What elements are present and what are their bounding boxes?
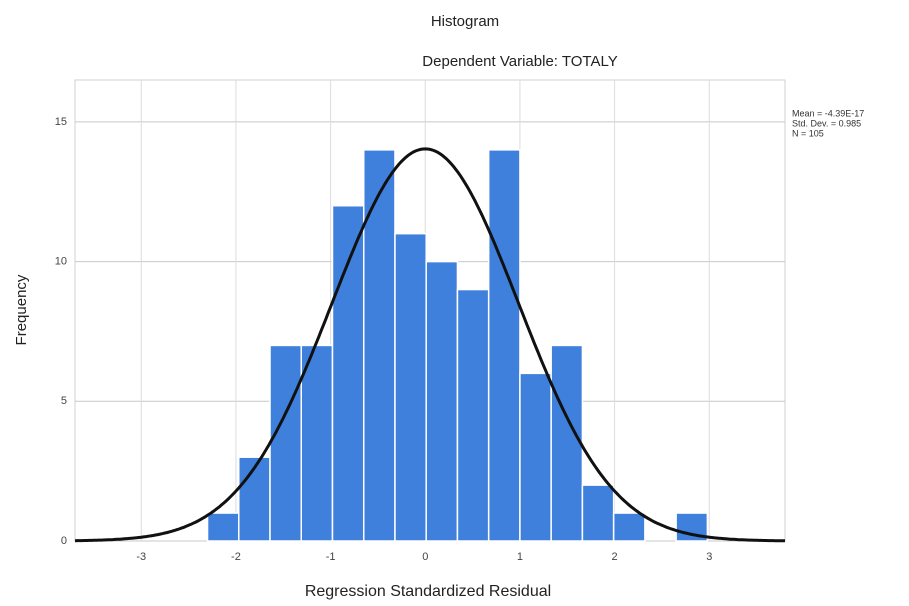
x-axis-label: Regression Standardized Residual (305, 583, 551, 600)
y-tick-label: 10 (55, 256, 67, 268)
x-tick-label: 0 (422, 551, 428, 563)
bar (362, 149, 396, 542)
bar (300, 344, 334, 542)
y-tick-label: 5 (61, 395, 67, 407)
bar (269, 344, 303, 542)
bar (581, 484, 615, 542)
chart-subtitle: Dependent Variable: TOTALY (422, 53, 617, 70)
bar (206, 512, 240, 542)
stats-label: N = 105 (792, 128, 824, 138)
x-tick-label: 2 (612, 551, 618, 563)
bar (425, 260, 459, 542)
y-axis-label: Frequency (13, 274, 30, 345)
bar (612, 512, 646, 542)
bar (456, 288, 490, 542)
x-tick-label: -1 (326, 551, 336, 563)
normal-curve (74, 147, 786, 543)
x-tick-label: 3 (706, 551, 712, 563)
bar (331, 204, 365, 542)
bar (519, 372, 552, 542)
chart-title: Histogram (431, 13, 499, 30)
bar (487, 149, 521, 542)
y-tick-label: 0 (61, 535, 67, 547)
y-tick-label: 15 (55, 116, 67, 128)
bar (394, 232, 427, 542)
x-tick-label: 1 (517, 551, 523, 563)
bar (238, 456, 271, 542)
x-tick-label: -2 (231, 551, 241, 563)
x-tick-label: -3 (136, 551, 146, 563)
stats-label: Mean = -4.39E-17 (792, 108, 864, 118)
bar (550, 344, 584, 542)
stats-label: Std. Dev. = 0.985 (792, 118, 861, 128)
